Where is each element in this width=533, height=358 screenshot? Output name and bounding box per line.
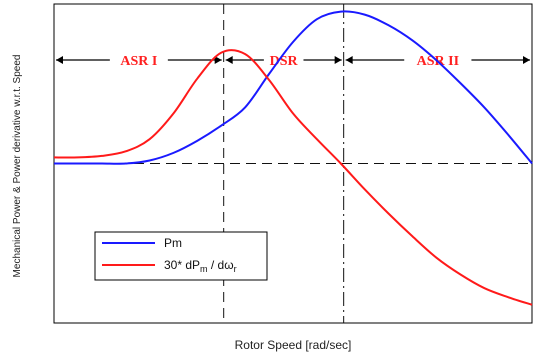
legend-deriv-sub-m: m [200, 264, 208, 274]
legend-deriv-omega: ω [224, 258, 233, 272]
legend-deriv-mid: / d [208, 258, 225, 272]
legend-label-pm: Pm [164, 236, 182, 250]
legend-box [94, 231, 268, 281]
region-arrowhead-right-0 [214, 56, 222, 64]
region-label-0: ASR I [120, 54, 157, 69]
series-line-pm [54, 10, 533, 165]
region-annotations: ASR I DSR ASR II [56, 54, 530, 69]
legend-deriv-sub-r: r [234, 264, 237, 274]
region-arrowhead-left-1 [225, 56, 233, 64]
y-axis-label: Mechanical Power & Power derivative w.r.… [12, 55, 23, 278]
series-group [53, 10, 533, 306]
region-arrowhead-right-1 [334, 56, 342, 64]
series-line-derivative [53, 49, 533, 306]
region-arrowhead-left-0 [56, 56, 63, 64]
legend: Pm 30* dPm / dωr [94, 231, 268, 281]
legend-deriv-main: 30* dP [164, 258, 200, 272]
region-arrowhead-left-2 [345, 56, 353, 64]
region-label-1: DSR [270, 54, 299, 69]
x-axis-label: Rotor Speed [rad/sec] [235, 338, 352, 352]
region-arrowhead-right-2 [523, 56, 530, 64]
legend-label-derivative: 30* dPm / dωr [164, 258, 237, 274]
